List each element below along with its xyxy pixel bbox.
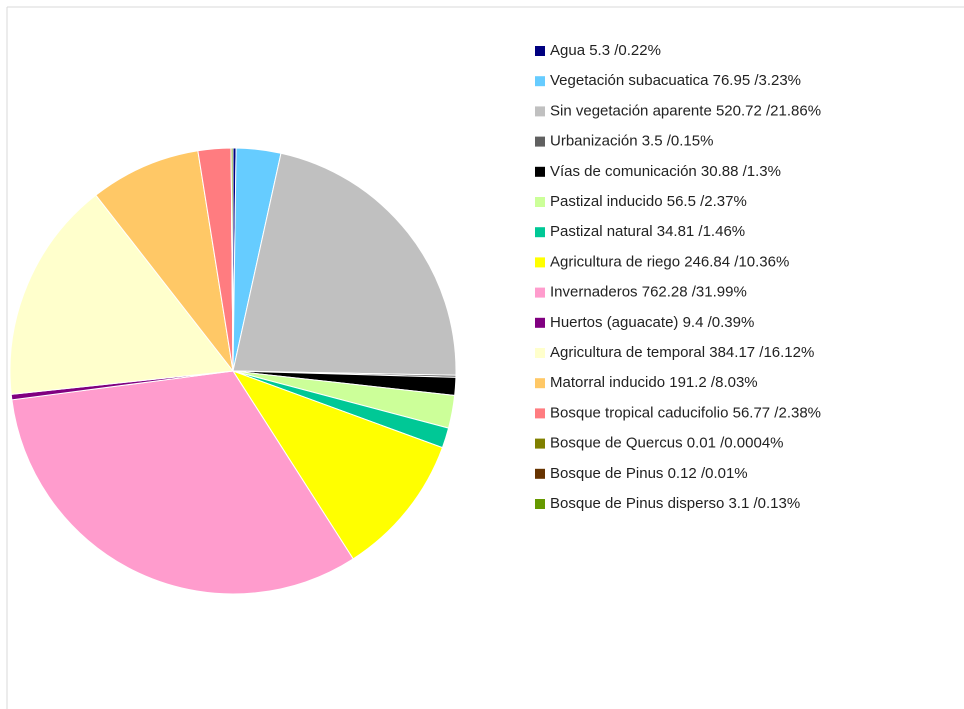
pie-slice (9, 194, 234, 395)
legend-swatch (535, 76, 545, 87)
legend-label: Agua 5.3 /0.22% (550, 42, 661, 59)
legend-label: Agricultura de temporal 384.17 /16.12% (550, 344, 814, 361)
legend-label: Invernaderos 762.28 /31.99% (550, 284, 747, 301)
legend-label: Pastizal natural 34.81 /1.46% (550, 223, 745, 240)
legend-label: Bosque de Pinus 0.12 /0.01% (550, 465, 748, 482)
legend-label: Bosque tropical caducifolio 56.77 /2.38% (550, 404, 821, 421)
legend-swatch (535, 106, 545, 117)
legend-label: Huertos (aguacate) 9.4 /0.39% (550, 314, 754, 331)
legend-swatch (535, 46, 545, 56)
legend-label: Bosque de Quercus 0.01 /0.0004% (550, 435, 784, 452)
legend-swatch (535, 468, 545, 479)
legend-label: Matorral inducido 191.2 /8.03% (550, 374, 758, 391)
legend-swatch (535, 197, 545, 207)
pie-slice (230, 147, 234, 372)
legend-swatch (535, 166, 545, 177)
pie-slice (11, 370, 354, 595)
legend-label: Sin vegetación aparente 520.72 /21.86% (550, 102, 821, 119)
legend-swatch (535, 408, 545, 419)
legend-swatch (535, 348, 545, 358)
legend-swatch (535, 317, 545, 328)
legend-swatch (535, 136, 545, 147)
pie-slice (231, 370, 444, 560)
pie-slice (95, 150, 234, 372)
legend-label: Agricultura de riego 246.84 /10.36% (550, 253, 789, 270)
legend-label: Vías de comunicación 30.88 /1.3% (550, 163, 781, 180)
legend-label: Urbanización 3.5 /0.15% (550, 133, 713, 150)
legend-label: Vegetación subacuatica 76.95 /3.23% (550, 72, 801, 89)
pie-slice (232, 152, 457, 376)
legend-swatch (535, 257, 545, 268)
legend-label: Pastizal inducido 56.5 /2.37% (550, 193, 747, 210)
legend-swatch (535, 227, 545, 238)
legend-swatch (535, 438, 545, 449)
legend-swatch (535, 287, 545, 298)
legend-swatch (535, 378, 545, 389)
legend-label: Bosque de Pinus disperso 3.1 /0.13% (550, 495, 800, 512)
legend-swatch (535, 499, 545, 509)
